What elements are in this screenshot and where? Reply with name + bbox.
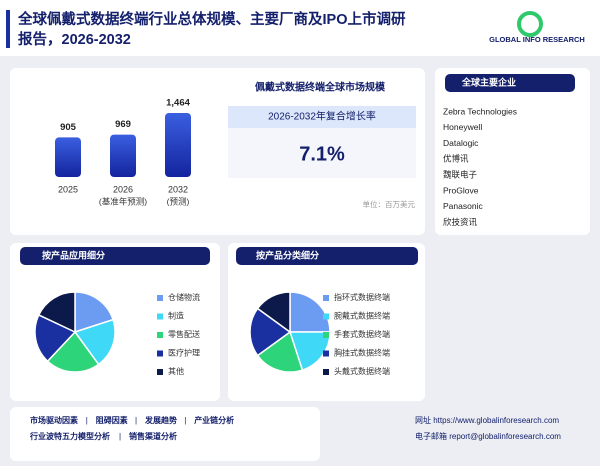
legend-label: 医疗护理: [168, 348, 200, 358]
legend-swatch: [323, 295, 329, 301]
title: 报告，2026-2032: [18, 30, 131, 48]
legend-label: 其他: [168, 366, 184, 376]
value-label: 1,464: [166, 98, 190, 109]
legend-swatch: [323, 350, 329, 357]
bar: [55, 137, 81, 177]
separator: |: [86, 416, 88, 425]
pie-slice: [46, 330, 100, 373]
section-title: 按产品应用细分: [42, 249, 105, 260]
cagr-label: 2026-2032年复合增长率: [268, 110, 376, 123]
company: Panasonic: [443, 201, 483, 211]
legend-swatch: [323, 313, 329, 320]
legend-label: 仓储物流: [168, 292, 200, 302]
footer-link[interactable]: 发展趋势: [144, 415, 177, 425]
bar: [110, 134, 136, 177]
unit: 单位：百万美元: [363, 199, 416, 209]
pie-slice: [34, 313, 77, 363]
legend-label: 指环式数据终端: [334, 292, 390, 302]
legend-label: 胸挂式数据终端: [334, 348, 390, 358]
section-title: 全球主要企业: [461, 76, 516, 87]
company: ProGlove: [443, 185, 479, 195]
company: 优博讯: [443, 154, 469, 164]
legend-label: 制造: [168, 311, 184, 321]
pie-slice: [256, 291, 291, 334]
cagr-value: 7.1%: [299, 143, 345, 165]
cagr-band: [228, 106, 416, 128]
header: [0, 0, 600, 56]
company: Honeywell: [443, 122, 482, 132]
legend-swatch: [323, 369, 329, 375]
legend-swatch: [157, 369, 163, 375]
x-tick-label: 2026: [113, 184, 133, 194]
pie-slice: [73, 318, 116, 366]
legend-swatch: [157, 350, 163, 357]
bar: [165, 113, 191, 177]
logo: GLOBAL INFO RESEARCH: [489, 35, 585, 44]
x-tick-note: (基准年预测): [99, 196, 147, 206]
legend-label: 腕戴式数据终端: [334, 311, 390, 321]
pie-slice: [249, 307, 292, 357]
footer-link[interactable]: 市场驱动因素: [30, 415, 78, 425]
separator: |: [135, 416, 137, 425]
website: 网址 https://www.globalinforesearch.com: [415, 415, 559, 425]
legend-swatch: [157, 313, 163, 320]
company: 魏联电子: [443, 169, 478, 179]
separator: |: [184, 416, 186, 425]
value-label: 905: [60, 122, 77, 133]
footer-link[interactable]: 产业链分析: [194, 415, 234, 425]
legend-label: 手套式数据终端: [334, 329, 390, 339]
legend-label: 头戴式数据终端: [334, 366, 390, 376]
card: [435, 68, 590, 235]
footer-link[interactable]: 销售渠道分析: [129, 431, 177, 441]
x-tick-label: 2025: [58, 184, 78, 194]
company: Datalogic: [443, 138, 479, 148]
pie-slice: [37, 291, 76, 334]
footer-link[interactable]: 阻碍因素: [96, 415, 128, 425]
logo-mark: [517, 11, 543, 37]
value-label: 969: [115, 119, 131, 130]
section-header: [20, 247, 210, 265]
title-accent: [6, 10, 10, 48]
legend-swatch: [157, 332, 163, 338]
pie-slice: [256, 330, 304, 373]
cagr-box: [228, 128, 416, 178]
footer-link[interactable]: 行业波特五力模型分析: [29, 431, 110, 441]
footer-card: [10, 407, 320, 461]
title: 全球佩戴式数据终端行业总体规模、主要厂商及IPO上市调研: [17, 10, 406, 28]
email: 电子邮箱 report@globalinforesearch.com: [415, 431, 561, 441]
section-title: 按产品分类细分: [256, 249, 319, 260]
section-header: [236, 247, 418, 265]
company: Zebra Technologies: [443, 106, 517, 116]
x-tick-note: (预测): [167, 196, 190, 206]
company: 欣技资讯: [443, 217, 478, 227]
section-header: [445, 74, 575, 92]
market-title: 佩戴式数据终端全球市场规模: [255, 81, 386, 94]
x-tick-label: 2032: [168, 184, 188, 194]
legend-swatch: [323, 332, 329, 338]
legend-swatch: [157, 295, 163, 301]
legend-label: 零售配送: [168, 329, 200, 339]
pie-slice: [289, 291, 331, 333]
separator: |: [119, 432, 121, 441]
